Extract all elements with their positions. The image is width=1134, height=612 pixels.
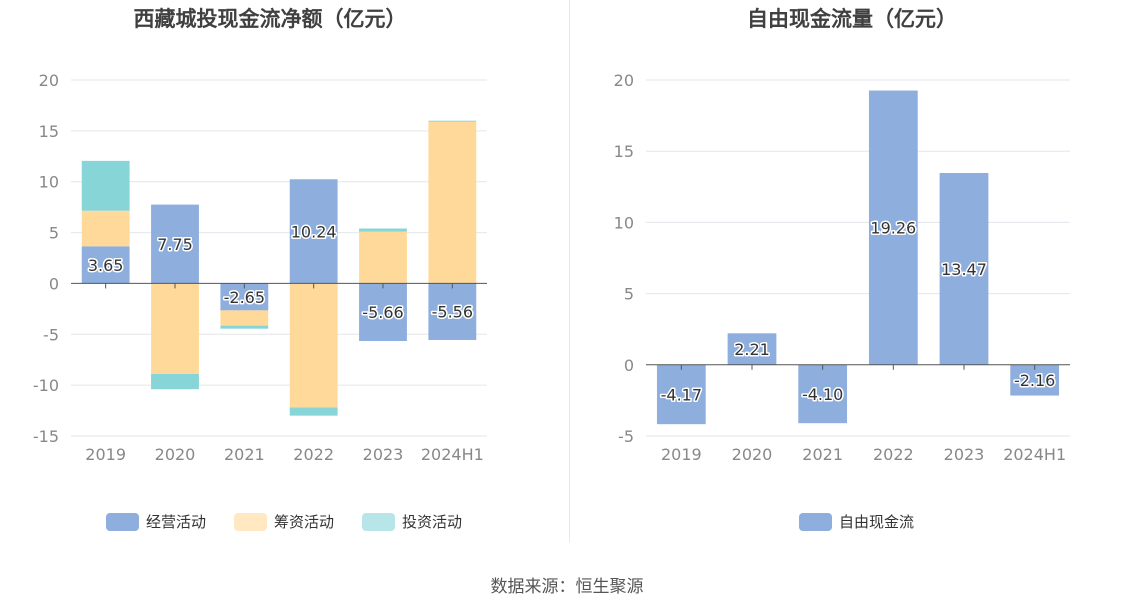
bar-operating-2019 (81, 246, 130, 284)
bar-financing-2020 (151, 283, 199, 374)
y-tick-label: 0 (49, 274, 59, 293)
bar-fcf-2020 (727, 333, 777, 365)
x-tick-label: 2022 (873, 445, 914, 464)
legend-label-operating: 经营活动 (146, 513, 206, 531)
y-tick-label: -5 (43, 325, 59, 344)
data-label: 2.21 (734, 340, 770, 359)
bar-fcf-2024H1 (1010, 364, 1060, 396)
bar-investing-2023 (359, 228, 407, 232)
bar-operating-2020 (151, 204, 199, 284)
y-tick-label: 20 (614, 71, 634, 90)
data-label: 10.24 (291, 222, 337, 241)
bar-operating-2023 (359, 283, 407, 341)
bar-financing-2024H1 (428, 121, 477, 284)
legend-swatch-financing (234, 513, 267, 531)
y-tick-label: 10 (614, 213, 634, 232)
x-tick-label: 2023 (944, 445, 985, 464)
bar-investing-2021 (220, 325, 269, 329)
y-tick-label: -15 (33, 427, 59, 446)
data-label: -4.17 (661, 385, 702, 404)
bar-fcf-2021 (798, 364, 848, 424)
x-tick-label: 2024H1 (421, 445, 484, 464)
y-tick-label: 5 (49, 224, 59, 243)
y-tick-label: 15 (614, 142, 634, 161)
bar-investing-2019 (81, 160, 130, 211)
bar-fcf-2023 (939, 172, 989, 365)
x-tick-label: 2019 (661, 445, 702, 464)
x-tick-label: 2024H1 (1003, 445, 1066, 464)
bar-operating-2024H1 (428, 283, 477, 340)
x-tick-label: 2023 (363, 445, 404, 464)
data-label: -2.65 (224, 288, 265, 307)
legend-label-fcf: 自由现金流 (839, 513, 914, 531)
y-tick-label: -10 (33, 376, 59, 395)
data-label: 3.65 (88, 256, 124, 275)
bar-investing-2020 (151, 373, 199, 390)
y-tick-label: -5 (618, 427, 634, 446)
bar-fcf-2022 (868, 90, 918, 365)
x-tick-label: 2021 (224, 445, 265, 464)
cash-flow-net-chart: 西藏城投现金流净额（亿元） 20 15 10 5 0 -5 -10 -15 2019 2020 202… (33, 7, 487, 531)
x-tick-label: 2022 (293, 445, 334, 464)
legend-label-investing: 投资活动 (402, 513, 462, 531)
free-cash-flow-chart: 自由现金流量（亿元） 20 15 10 5 0 -5 2019 2020 2021 2022 2023… (614, 7, 1070, 531)
data-label: 13.47 (941, 260, 987, 279)
x-tick-label: 2020 (155, 445, 196, 464)
y-tick-label: 0 (624, 356, 634, 375)
bar-operating-2022 (289, 179, 338, 284)
bar-financing-2019 (81, 210, 130, 247)
bar-fcf-2019 (656, 364, 706, 425)
y-tick-label: 20 (39, 71, 59, 90)
legend-label-financing: 筹资活动 (274, 513, 334, 531)
x-tick-label: 2019 (85, 445, 126, 464)
data-source-note: 数据来源：恒生聚源 (490, 577, 644, 597)
y-tick-label: 15 (39, 122, 59, 141)
y-tick-label: 5 (624, 285, 634, 304)
data-label: -4.10 (802, 385, 843, 404)
data-label: 7.75 (157, 235, 193, 254)
bar-investing-2024H1 (428, 120, 477, 122)
data-label: -5.66 (362, 303, 403, 322)
legend-swatch-fcf (799, 513, 832, 531)
data-label: -2.16 (1014, 371, 1055, 390)
legend-swatch-investing (362, 513, 395, 531)
y-tick-label: 10 (39, 173, 59, 192)
x-tick-label: 2020 (732, 445, 773, 464)
data-label: 19.26 (870, 219, 916, 238)
bar-investing-2022 (289, 407, 338, 416)
chart-title: 自由现金流量（亿元） (747, 7, 957, 31)
panel-divider (569, 0, 570, 542)
bar-financing-2022 (289, 283, 338, 408)
data-label: -5.56 (432, 303, 473, 322)
bar-financing-2023 (359, 231, 407, 284)
chart-title: 西藏城投现金流净额（亿元） (134, 7, 407, 31)
legend-swatch-operating (106, 513, 139, 531)
x-tick-label: 2021 (802, 445, 843, 464)
bar-financing-2021 (220, 310, 269, 326)
